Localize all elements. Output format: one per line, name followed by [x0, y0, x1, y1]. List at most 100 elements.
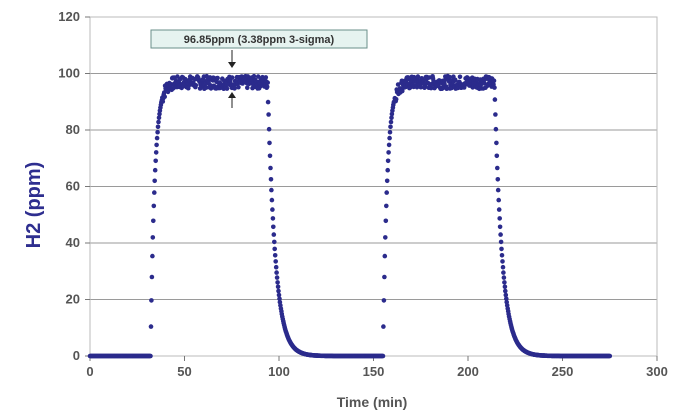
data-point [273, 264, 279, 270]
data-point [452, 77, 458, 83]
data-point [215, 75, 220, 81]
data-point [269, 197, 275, 203]
data-point [386, 150, 391, 155]
data-point [499, 253, 505, 258]
data-point [499, 246, 504, 252]
data-point [236, 84, 241, 90]
data-point [388, 124, 393, 130]
axes [85, 16, 658, 361]
data-point [496, 197, 502, 203]
data-point [186, 85, 191, 91]
data-point [151, 203, 157, 209]
data-point [266, 126, 272, 132]
data-point [156, 119, 161, 125]
data-point [498, 232, 503, 237]
data-point [492, 97, 498, 102]
data-point [494, 140, 499, 146]
y-tick-label: 80 [66, 122, 80, 137]
x-tick-label: 250 [552, 364, 574, 379]
data-point [384, 178, 390, 184]
data-point [251, 73, 257, 79]
data-point [491, 78, 497, 83]
data-point [274, 270, 279, 275]
data-point [264, 84, 270, 89]
data-point [382, 274, 387, 280]
data-point [232, 86, 237, 91]
y-axis-title: H2 (ppm) [23, 162, 45, 249]
data-point [268, 177, 274, 182]
data-point [271, 224, 276, 230]
data-point [383, 235, 388, 240]
x-tick-label: 50 [177, 364, 191, 379]
data-point [383, 218, 389, 224]
data-point [275, 280, 280, 285]
x-axis-title: Time (min) [337, 394, 408, 410]
data-point [149, 274, 155, 280]
data-point [162, 94, 167, 100]
data-point [501, 275, 507, 280]
data-point [502, 280, 507, 285]
x-tick-labels: 0 50 100 150 200 250 300 [86, 364, 667, 379]
data-point [153, 158, 158, 164]
data-point [193, 83, 199, 88]
data-point [150, 235, 156, 240]
data-point [496, 207, 502, 212]
data-point [149, 298, 154, 303]
data-point [497, 224, 503, 230]
data-point [255, 74, 261, 79]
data-point [272, 253, 278, 258]
data-point [271, 232, 277, 237]
data-point [497, 216, 503, 221]
data-point [444, 86, 450, 91]
annotation-arrowhead-down [228, 62, 236, 68]
data-point [153, 150, 159, 155]
data-point [276, 292, 282, 298]
data-point [152, 167, 158, 173]
data-point [276, 288, 281, 294]
data-point [415, 74, 421, 79]
data-point [148, 353, 153, 359]
data-point [495, 165, 500, 171]
data-points [87, 73, 613, 359]
data-point [270, 216, 276, 221]
data-point [494, 153, 500, 159]
data-point [274, 275, 280, 280]
data-point [493, 126, 499, 132]
data-point [265, 80, 271, 85]
data-point [380, 353, 386, 359]
data-point [495, 187, 501, 193]
data-point [457, 74, 463, 80]
grid-lines [90, 16, 657, 300]
data-point [503, 292, 509, 298]
annotation-box [150, 29, 368, 49]
data-point [504, 296, 509, 302]
data-point [156, 115, 162, 121]
data-point [152, 190, 157, 195]
data-point [277, 296, 282, 302]
data-point [387, 135, 392, 141]
data-point [393, 97, 399, 102]
data-point [387, 129, 393, 135]
data-point [498, 239, 504, 245]
data-point [500, 264, 506, 270]
data-point [229, 75, 235, 80]
data-point [154, 135, 160, 141]
data-point [493, 112, 498, 117]
data-point [263, 75, 269, 80]
data-point [245, 85, 250, 91]
y-tick-label: 40 [66, 235, 80, 250]
data-point [266, 112, 271, 117]
data-point [269, 187, 274, 193]
data-point [389, 115, 394, 121]
data-point [272, 239, 277, 245]
data-point [384, 190, 390, 195]
data-point [389, 111, 395, 117]
y-tick-label: 100 [58, 66, 80, 81]
data-point [382, 253, 388, 259]
data-point [150, 253, 155, 259]
data-point [154, 142, 159, 148]
x-tick-label: 150 [363, 364, 385, 379]
data-point [155, 124, 161, 130]
x-tick-label: 100 [268, 364, 290, 379]
